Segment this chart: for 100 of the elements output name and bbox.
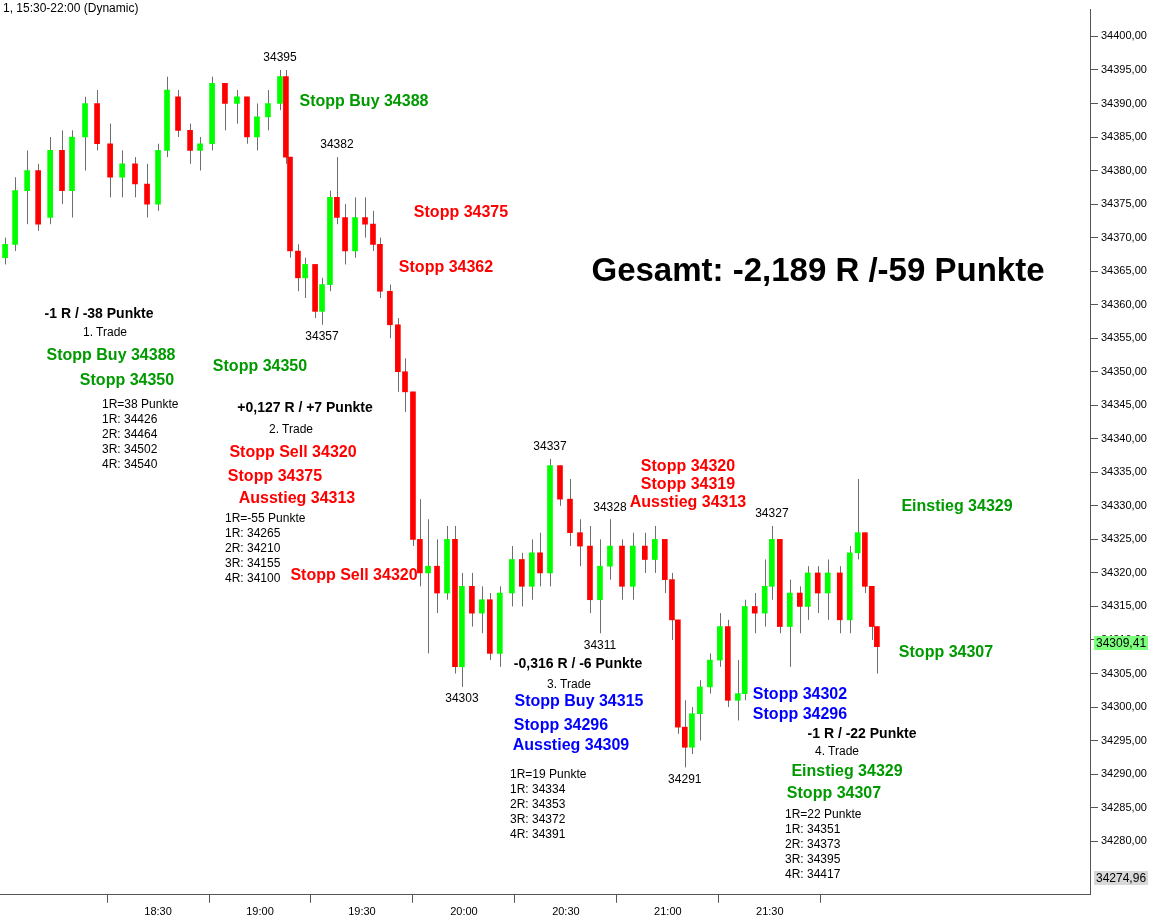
y-tick-label: 34365,00 bbox=[1101, 264, 1147, 277]
annotation: Stopp 34320 bbox=[640, 456, 736, 476]
candlestick bbox=[796, 585, 803, 634]
annotation: 4. Trade bbox=[814, 743, 860, 759]
annotation: Stopp 34307 bbox=[786, 783, 882, 803]
y-tick-label: 34345,00 bbox=[1101, 398, 1147, 411]
annotation: Stopp Buy 34388 bbox=[46, 345, 176, 365]
y-tick-label: 34320,00 bbox=[1101, 565, 1147, 578]
annotation: -1 R / -22 Punkte bbox=[807, 724, 917, 742]
candlestick bbox=[681, 699, 688, 768]
annotation: 4R: 34417 bbox=[785, 866, 841, 882]
x-tick-label: 19:00 bbox=[246, 905, 274, 918]
candlestick bbox=[24, 149, 30, 225]
annotation: 34303 bbox=[445, 691, 479, 706]
y-tick-label: 34350,00 bbox=[1101, 364, 1147, 377]
candlestick bbox=[119, 149, 125, 198]
annotation: 4R: 34540 bbox=[102, 456, 158, 472]
x-tick-label: 21:30 bbox=[756, 905, 784, 918]
y-tick-label: 34285,00 bbox=[1101, 800, 1147, 813]
candlestick bbox=[222, 82, 228, 131]
y-tick-label: 34280,00 bbox=[1101, 834, 1147, 847]
candlestick bbox=[751, 592, 758, 634]
annotation: 1. Trade bbox=[82, 324, 128, 340]
annotation: Stopp Buy 34388 bbox=[299, 91, 429, 111]
candlestick bbox=[302, 257, 308, 299]
annotation: Einstieg 34329 bbox=[901, 496, 1013, 516]
candlestick bbox=[537, 532, 543, 587]
annotation: -0,316 R / -6 Punkte bbox=[513, 654, 643, 672]
candlestick bbox=[144, 163, 150, 218]
annotation: 34337 bbox=[533, 439, 567, 454]
y-tick-label: 34295,00 bbox=[1101, 733, 1147, 746]
candlestick bbox=[814, 565, 821, 614]
annotation: Stopp 34296 bbox=[513, 715, 609, 735]
annotation: 34327 bbox=[755, 506, 789, 521]
x-tick-label: 20:00 bbox=[450, 905, 478, 918]
candlestick bbox=[425, 518, 431, 654]
annotation: 34311 bbox=[583, 637, 617, 652]
candlestick bbox=[607, 518, 613, 581]
annotation: Ausstieg 34309 bbox=[512, 735, 630, 755]
x-tick-label: 19:30 bbox=[348, 905, 376, 918]
y-tick-label: 34315,00 bbox=[1101, 599, 1147, 612]
annotation: 34382 bbox=[320, 137, 354, 152]
candlestick bbox=[187, 123, 193, 165]
candlestick bbox=[132, 156, 138, 198]
annotation: 2R: 34210 bbox=[225, 540, 281, 556]
candlestick bbox=[854, 478, 861, 560]
annotation: 4R: 34391 bbox=[510, 826, 566, 842]
y-tick-label: 34385,00 bbox=[1101, 130, 1147, 143]
candlestick bbox=[265, 89, 271, 131]
y-tick-label: 34375,00 bbox=[1101, 197, 1147, 210]
annotation: 3R: 34395 bbox=[785, 851, 841, 867]
annotation: 1R: 34265 bbox=[225, 525, 281, 541]
y-tick-label: 34330,00 bbox=[1101, 498, 1147, 511]
annotation: -1 R / -38 Punkte bbox=[44, 304, 154, 322]
candlestick bbox=[362, 196, 368, 239]
annotation: 2R: 34464 bbox=[102, 426, 158, 442]
annotation: Stopp Sell 34320 bbox=[290, 565, 418, 585]
x-tick-label: 20:30 bbox=[552, 905, 580, 918]
annotation: Gesamt: -2,189 R /-59 Punkte bbox=[591, 250, 1045, 290]
annotation: 34291 bbox=[668, 771, 702, 786]
y-tick-label: 34335,00 bbox=[1101, 465, 1147, 478]
chart-title: 1, 15:30-22:00 (Dynamic) bbox=[3, 1, 139, 15]
x-tick-label: 18:30 bbox=[144, 905, 172, 918]
annotation: 1R: 34426 bbox=[102, 411, 158, 427]
y-tick-label: 34380,00 bbox=[1101, 163, 1147, 176]
y-tick-label: 34355,00 bbox=[1101, 331, 1147, 344]
annotation: 3R: 34155 bbox=[225, 555, 281, 571]
y-tick-label: 34370,00 bbox=[1101, 230, 1147, 243]
annotation: Einstieg 34329 bbox=[791, 761, 903, 781]
text: 34274,96 bbox=[1094, 870, 1149, 886]
candlestick bbox=[334, 156, 340, 225]
y-tick-label: 34305,00 bbox=[1101, 666, 1147, 679]
annotation: Stopp 34307 bbox=[898, 642, 994, 662]
candlestick bbox=[197, 136, 203, 172]
y-tick-label: 34395,00 bbox=[1101, 62, 1147, 75]
y-tick-label: 34360,00 bbox=[1101, 297, 1147, 310]
candlestick bbox=[254, 102, 260, 151]
annotation: Stopp 34350 bbox=[212, 356, 308, 376]
y-tick-label: 34390,00 bbox=[1101, 96, 1147, 109]
annotation: Stopp 34302 bbox=[752, 684, 848, 704]
annotation: 1R: 34351 bbox=[785, 821, 841, 837]
annotation: Stopp Sell 34320 bbox=[229, 442, 357, 462]
annotation: 1R=-55 Punkte bbox=[225, 510, 306, 526]
annotation: 2. Trade bbox=[268, 421, 314, 437]
candlestick bbox=[2, 237, 8, 265]
annotation: 3. Trade bbox=[546, 676, 592, 692]
annotation: 2R: 34373 bbox=[785, 836, 841, 852]
annotation: Stopp 34296 bbox=[752, 704, 848, 724]
candlestick bbox=[824, 559, 831, 621]
annotation: Stopp 34350 bbox=[79, 370, 175, 390]
annotation: Stopp 34362 bbox=[398, 257, 494, 277]
candlestick bbox=[651, 525, 658, 574]
annotation: 1R=19 Punkte bbox=[510, 766, 587, 782]
y-tick-label: 34290,00 bbox=[1101, 767, 1147, 780]
annotation: Stopp 34375 bbox=[413, 202, 509, 222]
annotation: 1R=38 Punkte bbox=[102, 396, 179, 412]
annotation: 1R: 34334 bbox=[510, 781, 566, 797]
annotation: 3R: 34502 bbox=[102, 441, 158, 457]
annotation: +0,127 R / +7 Punkte bbox=[237, 398, 373, 416]
y-tick-label: 34340,00 bbox=[1101, 431, 1147, 444]
